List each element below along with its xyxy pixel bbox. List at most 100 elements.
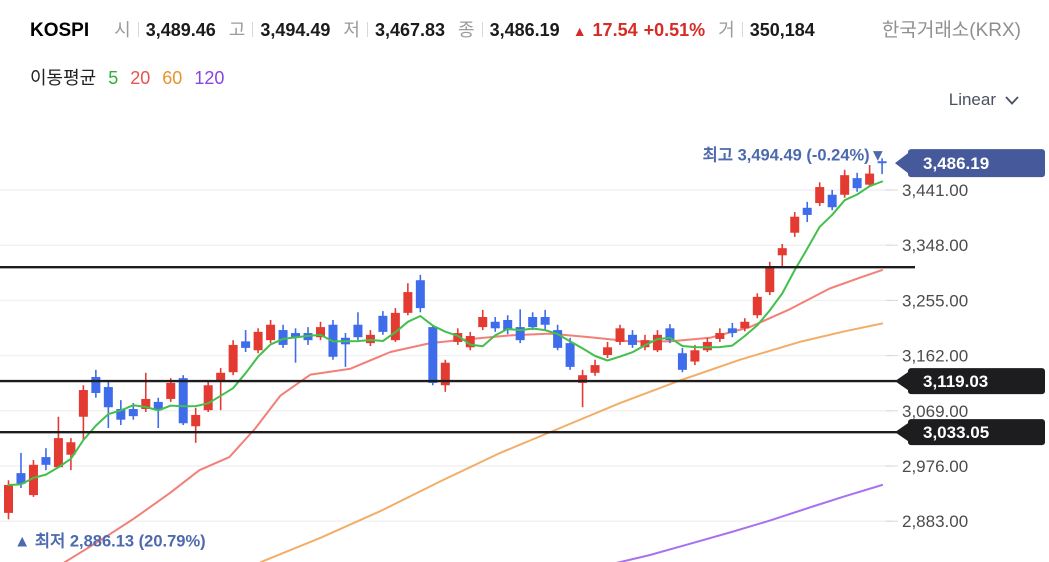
candle-body [216, 372, 226, 382]
high-value: 3,494.49 [260, 20, 331, 40]
candle-body [640, 340, 650, 348]
y-axis-label: 3,441.00 [902, 181, 968, 200]
candle-body [353, 324, 363, 338]
candle-body [752, 296, 762, 316]
candle-body [603, 347, 613, 356]
candle-body [815, 187, 825, 204]
field-divider [741, 21, 743, 37]
price-change: ▲ 17.54 +0.51% [573, 20, 705, 41]
low-annotation: ▲ 최저 2,886.13 (20.79%) [14, 531, 206, 550]
candle-body [153, 401, 163, 411]
quote-field-volume: 거 350,184 [718, 16, 815, 42]
candle-body [578, 375, 588, 383]
ma120-legend[interactable]: 120 [194, 68, 225, 88]
ma-legend-title: 이동평균 [30, 68, 97, 88]
open-value: 3,489.46 [145, 20, 216, 40]
open-label: 시 [114, 20, 131, 40]
symbol-name: KOSPI [30, 20, 90, 41]
svg-text:3,486.19: 3,486.19 [923, 154, 989, 173]
candle-body [665, 328, 675, 341]
candle-body [203, 385, 213, 411]
price-badge: 3,486.19 [895, 149, 1045, 178]
candle-body [191, 414, 201, 427]
y-axis-label: 3,069.00 [902, 402, 968, 421]
field-divider [366, 21, 368, 37]
y-axis-label: 3,162.00 [902, 347, 968, 366]
quote-field-high: 고 3,494.49 [229, 16, 331, 42]
svg-text:3,033.05: 3,033.05 [923, 423, 989, 442]
candle-body [390, 312, 400, 341]
candle-body [702, 341, 712, 351]
candle-body [415, 280, 425, 309]
y-axis-label: 2,976.00 [902, 457, 968, 476]
scale-selector[interactable]: Linear [949, 90, 1019, 110]
candle-body [715, 333, 725, 339]
candle-body [41, 457, 51, 465]
candle-body [403, 292, 413, 313]
chevron-down-icon [1005, 95, 1019, 105]
low-label: 저 [343, 20, 360, 40]
low-value: 3,467.83 [374, 20, 446, 40]
candle-body [840, 175, 850, 195]
candle-body [877, 161, 887, 164]
candle-body [166, 382, 176, 399]
candle-body [128, 409, 138, 417]
y-axis-label: 3,348.00 [902, 236, 968, 255]
quote-field-low: 저 3,467.83 [343, 16, 445, 42]
y-axis-label: 2,883.00 [902, 512, 968, 531]
candle-body [291, 333, 301, 338]
price-badge: 3,033.05 [895, 419, 1045, 446]
candle-body [66, 442, 76, 455]
candle-body [852, 178, 862, 189]
candle-body [103, 387, 113, 408]
quote-field-open: 시 3,489.46 [114, 16, 216, 42]
candle-body [453, 333, 463, 342]
candle-body [116, 409, 126, 420]
candle-body [615, 328, 625, 342]
candle-body [4, 484, 13, 513]
candle-body [241, 341, 251, 348]
high-annotation: 최고 3,494.49 (-0.24%)▼ [703, 145, 886, 164]
scale-selector-label: Linear [948, 90, 996, 109]
candle-body [565, 343, 575, 367]
candle-body [141, 398, 151, 410]
candle-body [727, 328, 737, 334]
candle-body [478, 317, 488, 328]
candle-body [428, 327, 438, 383]
ma20-legend[interactable]: 20 [130, 68, 151, 88]
high-label: 고 [228, 20, 246, 40]
candle-body [16, 473, 26, 484]
candle-body [790, 216, 800, 233]
candle-body [266, 324, 276, 341]
candle-body [465, 336, 475, 348]
candle-body [378, 315, 388, 332]
candle-body [253, 331, 263, 351]
candle-body [690, 350, 700, 362]
candle-body [503, 319, 513, 331]
change-percent: +0.51% [643, 20, 706, 40]
field-divider [481, 21, 483, 37]
ma60-legend[interactable]: 60 [162, 68, 183, 88]
candle-body [316, 327, 325, 338]
candle-body [865, 173, 875, 185]
candle-body [677, 353, 687, 370]
change-value: 17.54 [592, 20, 638, 40]
ma5-legend[interactable]: 5 [108, 68, 119, 88]
candle-body [78, 390, 88, 417]
candle-body [528, 317, 538, 328]
candle-body [652, 334, 662, 351]
close-label: 종 [458, 20, 475, 40]
candle-body [228, 344, 238, 373]
candle-body [540, 317, 550, 325]
candle-body [553, 330, 563, 348]
candle-body [91, 376, 101, 393]
candle-body [802, 207, 812, 215]
candle-body [53, 438, 63, 468]
up-arrow-icon: ▲ [572, 23, 587, 39]
candle-body [740, 321, 750, 329]
y-axis-label: 3,255.00 [902, 291, 968, 310]
volume-value: 350,184 [749, 20, 815, 40]
candle-body [590, 365, 600, 373]
quote-header: KOSPI 시 3,489.46 고 3,494.49 저 3,467.83 종… [30, 15, 1021, 42]
